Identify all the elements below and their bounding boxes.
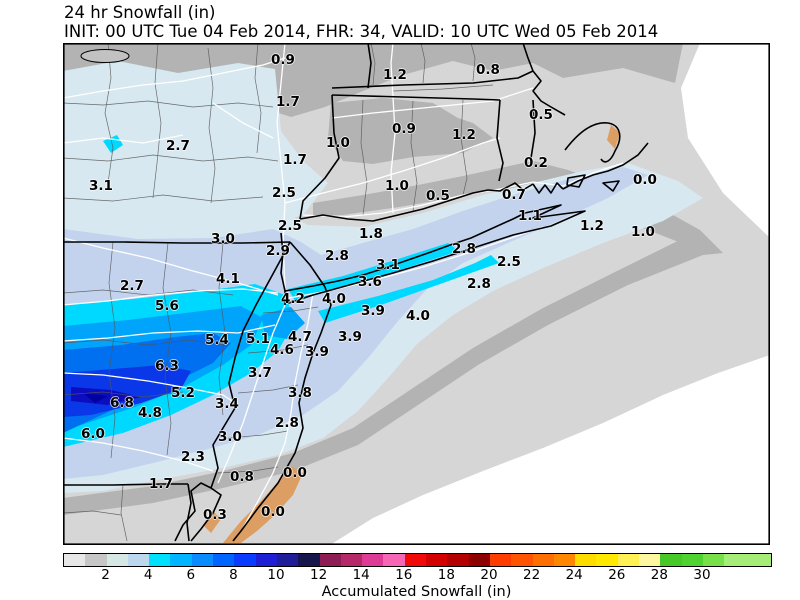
colorbar-segment	[106, 554, 129, 566]
colorbar-tick-label: 24	[565, 567, 583, 583]
colorbar-tick-label: 28	[650, 567, 668, 583]
colorbar-segment	[127, 554, 150, 566]
map-frame	[63, 43, 770, 545]
colorbar-segment	[276, 554, 299, 566]
figure-title: 24 hr Snowfall (in)	[64, 3, 216, 22]
colorbar-segment	[362, 554, 384, 566]
state-borders	[63, 43, 649, 542]
figure-init-valid-line: INIT: 00 UTC Tue 04 Feb 2014, FHR: 34, V…	[64, 22, 659, 41]
colorbar-segment	[170, 554, 193, 566]
colorbar-tick-label: 22	[523, 567, 541, 583]
periwinkle-region	[63, 167, 648, 479]
colorbar-segment	[404, 554, 427, 566]
colorbar-tick-label: 2	[101, 567, 110, 583]
map-canvas	[63, 43, 770, 545]
colorbar-tick-label: 4	[143, 567, 153, 583]
colorbar-segment	[468, 554, 491, 566]
colorbar-segment	[596, 554, 619, 566]
colorbar-segment	[702, 554, 725, 566]
colorbar-ticks: 2 4 6 8 10 12 14 16 18 20 22 24 26 28 30	[63, 567, 770, 583]
colorbar-segment	[64, 554, 86, 566]
colorbar-tick-label: 30	[693, 567, 711, 583]
colorbar-segment	[383, 554, 406, 566]
colorbar-segment	[532, 554, 555, 566]
colorbar-tick-label: 12	[310, 567, 328, 583]
colorbar-tick-label: 20	[480, 567, 498, 583]
colorbar-segment	[681, 554, 704, 566]
colorbar-segment	[660, 554, 683, 566]
colorbar-segment	[553, 554, 576, 566]
colorbar-segment	[234, 554, 257, 566]
colorbar	[63, 553, 772, 567]
colorbar-tick-label: 8	[229, 567, 238, 583]
colorbar-segment	[191, 554, 214, 566]
navy-core-regions	[71, 387, 141, 405]
colorbar-segment	[639, 554, 661, 566]
colorbar-segment	[511, 554, 533, 566]
colorbar-segment	[489, 554, 512, 566]
colorbar-tick-label: 10	[267, 567, 285, 583]
no-snow-regions	[330, 43, 770, 545]
snowfall-map: 0.9 1.2 0.8 1.7 0.5 2.7 1.0 0.9 1.2 0.2 3.1 1.7 1.0 0…	[63, 43, 770, 545]
colorbar-segment	[149, 554, 171, 566]
colorbar-tick-label: 16	[395, 567, 413, 583]
colorbar-tick-label: 18	[437, 567, 455, 583]
colorbar-segment	[340, 554, 363, 566]
colorbar-segment	[447, 554, 470, 566]
colorbar-tick-label: 14	[352, 567, 370, 583]
colorbar-segment	[426, 554, 448, 566]
colorbar-segment	[213, 554, 235, 566]
colorbar-segment	[319, 554, 342, 566]
colorbar-segment	[724, 554, 771, 566]
colorbar-tick-label: 26	[608, 567, 626, 583]
colorbar-segment	[85, 554, 107, 566]
bare-ground-coast-regions	[203, 125, 620, 543]
blue-region	[63, 365, 191, 417]
lake-shape	[80, 49, 130, 63]
colorbar-segment	[255, 554, 278, 566]
colorbar-tick-label: 6	[186, 567, 196, 583]
colorbar-label: Accumulated Snowfall (in)	[321, 584, 512, 600]
colorbar-segment	[617, 554, 640, 566]
colorbar-segment	[298, 554, 320, 566]
colorbar-segment	[575, 554, 597, 566]
